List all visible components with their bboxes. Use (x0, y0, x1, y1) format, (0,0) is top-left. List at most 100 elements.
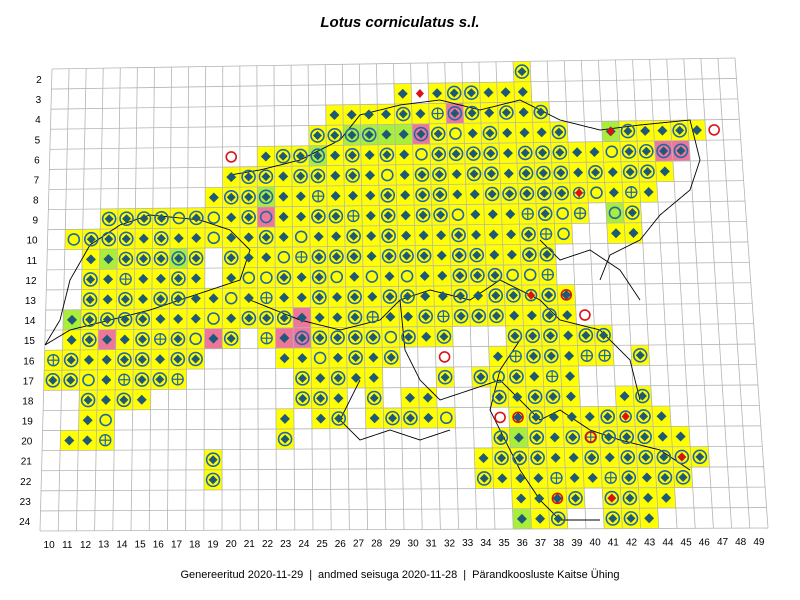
y-axis-label: 3 (36, 95, 42, 106)
y-axis-label: 24 (19, 517, 31, 528)
filled-diamond-marker (624, 473, 634, 483)
x-axis-label: 23 (280, 539, 292, 550)
open-circle-marker (493, 430, 509, 445)
grid-line-horizontal (46, 261, 750, 271)
occupied-cell (554, 223, 573, 245)
open-circle-marker (205, 472, 221, 488)
filled-diamond-marker (348, 171, 358, 181)
filled-diamond-marker (506, 249, 517, 260)
filled-diamond-marker (531, 412, 541, 422)
filled-diamond-marker (641, 472, 652, 483)
filled-diamond-marker (557, 188, 567, 198)
filled-diamond-marker (83, 395, 93, 405)
y-axis-label: 7 (34, 175, 40, 186)
open-circle-marker (588, 165, 603, 180)
open-circle-marker (519, 186, 535, 201)
open-circle-marker (492, 370, 505, 384)
open-circle-marker (673, 143, 689, 159)
open-circle-marker (259, 210, 273, 224)
filled-diamond-marker (278, 232, 289, 243)
filled-diamond-marker (521, 168, 531, 178)
filled-diamond-marker (83, 354, 94, 365)
filled-diamond-marker (505, 189, 515, 199)
filled-diamond-marker (437, 291, 448, 302)
open-circle-marker (672, 123, 687, 138)
filled-diamond-marker (659, 166, 670, 177)
x-axis-label: 16 (153, 540, 165, 551)
x-axis-label: 36 (517, 538, 529, 549)
open-circle-marker (436, 329, 452, 344)
filled-diamond-marker (137, 354, 147, 364)
filled-diamond-marker (86, 234, 96, 244)
markers-layer (45, 64, 720, 526)
grid-line-vertical (615, 59, 641, 529)
grid-line-vertical (358, 64, 368, 530)
filled-diamond-marker (403, 311, 414, 322)
filled-diamond-marker (522, 189, 532, 199)
x-axis-label: 11 (62, 540, 73, 551)
open-circle-marker (578, 328, 594, 343)
open-circle-marker (638, 449, 654, 465)
x-axis-label: 17 (171, 539, 183, 550)
grid-line-vertical (76, 68, 87, 531)
filled-diamond-marker (208, 293, 219, 304)
open-circle-marker (675, 470, 691, 485)
filled-diamond-marker (85, 295, 95, 305)
open-circle-marker (473, 369, 489, 385)
filled-diamond-marker (401, 230, 412, 241)
filled-diamond-marker (587, 452, 597, 462)
filled-diamond-marker (554, 127, 564, 137)
open-circle-marker (432, 167, 447, 182)
filled-diamond-marker (487, 209, 498, 220)
open-circle-marker (83, 272, 98, 287)
open-circle-marker (608, 206, 622, 220)
filled-diamond-marker (138, 273, 149, 284)
filled-diamond-marker (208, 455, 218, 465)
x-axis-label: 19 (207, 539, 219, 550)
filled-diamond-marker (384, 271, 395, 282)
filled-diamond-marker (641, 146, 651, 156)
grid-line-horizontal (49, 139, 741, 150)
open-circle-marker (311, 209, 326, 224)
x-axis-label: 41 (608, 538, 620, 549)
filled-diamond-marker (261, 192, 271, 202)
filled-diamond-marker (296, 292, 307, 303)
filled-diamond-marker (548, 392, 558, 402)
filled-diamond-marker (589, 146, 600, 157)
open-circle-marker (366, 390, 382, 406)
filled-diamond-marker (494, 392, 504, 402)
filled-diamond-marker (512, 391, 523, 402)
filled-diamond-marker (226, 253, 236, 263)
open-circle-marker (293, 148, 308, 164)
open-circle-marker (188, 351, 203, 367)
open-circle-marker (380, 188, 396, 203)
filled-diamond-marker (365, 190, 376, 201)
filled-diamond-marker (363, 109, 374, 120)
open-circle-marker (241, 189, 256, 205)
filled-diamond-marker (524, 229, 534, 239)
filled-diamond-marker (643, 492, 654, 503)
filled-diamond-marker (517, 86, 528, 97)
filled-diamond-marker (607, 167, 618, 178)
open-circle-marker (499, 105, 514, 120)
open-circle-marker (310, 168, 326, 184)
x-axis-label: 45 (681, 537, 693, 548)
x-axis-label: 21 (244, 539, 256, 550)
open-circle-marker (277, 250, 291, 264)
open-circle-marker (400, 289, 415, 304)
red-circle-marker (438, 351, 451, 363)
filled-diamond-marker (450, 108, 460, 118)
filled-diamond-marker (533, 453, 543, 463)
open-circle-marker (489, 308, 504, 324)
filled-diamond-marker (139, 254, 149, 264)
open-circle-marker (80, 392, 96, 408)
open-circle-marker (418, 309, 434, 324)
filled-diamond-marker (542, 249, 552, 259)
filled-diamond-marker (297, 333, 307, 343)
filled-diamond-marker (104, 214, 114, 224)
occupied-cell (240, 267, 258, 288)
open-circle-marker (134, 352, 150, 367)
filled-diamond-marker (419, 251, 429, 261)
filled-diamond-marker (433, 129, 443, 139)
open-circle-marker (117, 312, 133, 327)
